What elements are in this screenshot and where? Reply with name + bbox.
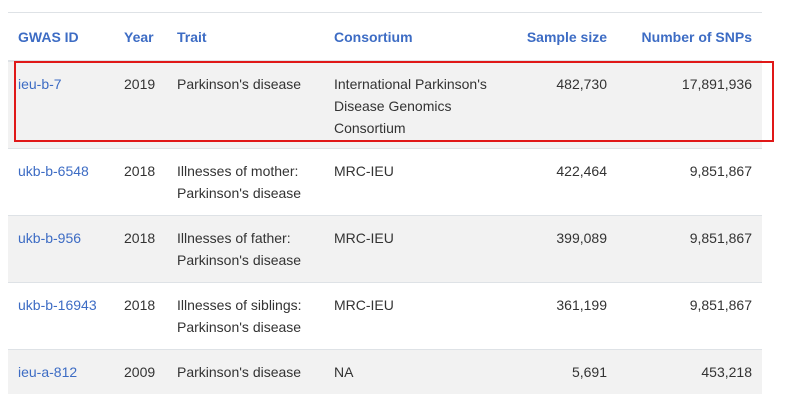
gwas-results-table: GWAS ID Year Trait Consortium Sample siz… — [8, 12, 762, 394]
header-consortium[interactable]: Consortium — [324, 12, 499, 62]
cell-gwas-id: ieu-b-7 — [8, 60, 114, 149]
cell-trait: Parkinson's disease — [167, 349, 324, 394]
table-row: ukb-b-956 2018 Illnesses of father: Park… — [8, 215, 762, 283]
table-row: ukb-b-16943 2018 Illnesses of siblings: … — [8, 282, 762, 350]
gwas-id-link[interactable]: ukb-b-6548 — [18, 163, 89, 179]
header-trait[interactable]: Trait — [167, 12, 324, 62]
cell-consortium: NA — [324, 349, 499, 394]
gwas-id-link[interactable]: ukb-b-956 — [18, 230, 82, 246]
cell-consortium: MRC-IEU — [324, 148, 499, 216]
cell-gwas-id: ukb-b-956 — [8, 215, 114, 283]
cell-gwas-id: ukb-b-6548 — [8, 148, 114, 216]
cell-number-of-snps: 9,851,867 — [617, 148, 762, 216]
header-number-of-snps[interactable]: Number of SNPs — [617, 12, 762, 62]
header-year[interactable]: Year — [114, 12, 167, 62]
cell-year: 2018 — [114, 148, 167, 216]
table-row: ukb-b-6548 2018 Illnesses of mother: Par… — [8, 148, 762, 216]
gwas-id-link[interactable]: ieu-a-812 — [18, 364, 78, 380]
cell-sample-size: 399,089 — [499, 215, 617, 283]
cell-trait: Parkinson's disease — [167, 60, 324, 149]
header-gwas-id[interactable]: GWAS ID — [8, 12, 114, 62]
table-row: ieu-a-812 2009 Parkinson's disease NA 5,… — [8, 349, 762, 394]
cell-year: 2018 — [114, 282, 167, 350]
cell-number-of-snps: 9,851,867 — [617, 215, 762, 283]
gwas-id-link[interactable]: ieu-b-7 — [18, 76, 62, 92]
cell-trait: Illnesses of siblings: Parkinson's disea… — [167, 282, 324, 350]
gwas-results-table-container: GWAS ID Year Trait Consortium Sample siz… — [8, 12, 762, 394]
cell-number-of-snps: 17,891,936 — [617, 60, 762, 149]
cell-consortium: MRC-IEU — [324, 215, 499, 283]
cell-trait: Illnesses of mother: Parkinson's disease — [167, 148, 324, 216]
header-sample-size[interactable]: Sample size — [499, 12, 617, 62]
cell-trait: Illnesses of father: Parkinson's disease — [167, 215, 324, 283]
cell-sample-size: 422,464 — [499, 148, 617, 216]
cell-sample-size: 482,730 — [499, 60, 617, 149]
cell-number-of-snps: 453,218 — [617, 349, 762, 394]
cell-number-of-snps: 9,851,867 — [617, 282, 762, 350]
cell-sample-size: 5,691 — [499, 349, 617, 394]
gwas-id-link[interactable]: ukb-b-16943 — [18, 297, 97, 313]
cell-consortium: International Parkinson's Disease Genomi… — [324, 60, 499, 149]
cell-gwas-id: ukb-b-16943 — [8, 282, 114, 350]
cell-year: 2018 — [114, 215, 167, 283]
table-header-row: GWAS ID Year Trait Consortium Sample siz… — [8, 12, 762, 62]
cell-gwas-id: ieu-a-812 — [8, 349, 114, 394]
cell-sample-size: 361,199 — [499, 282, 617, 350]
table-row: ieu-b-7 2019 Parkinson's disease Interna… — [8, 60, 762, 149]
cell-consortium: MRC-IEU — [324, 282, 499, 350]
cell-year: 2009 — [114, 349, 167, 394]
cell-year: 2019 — [114, 60, 167, 149]
